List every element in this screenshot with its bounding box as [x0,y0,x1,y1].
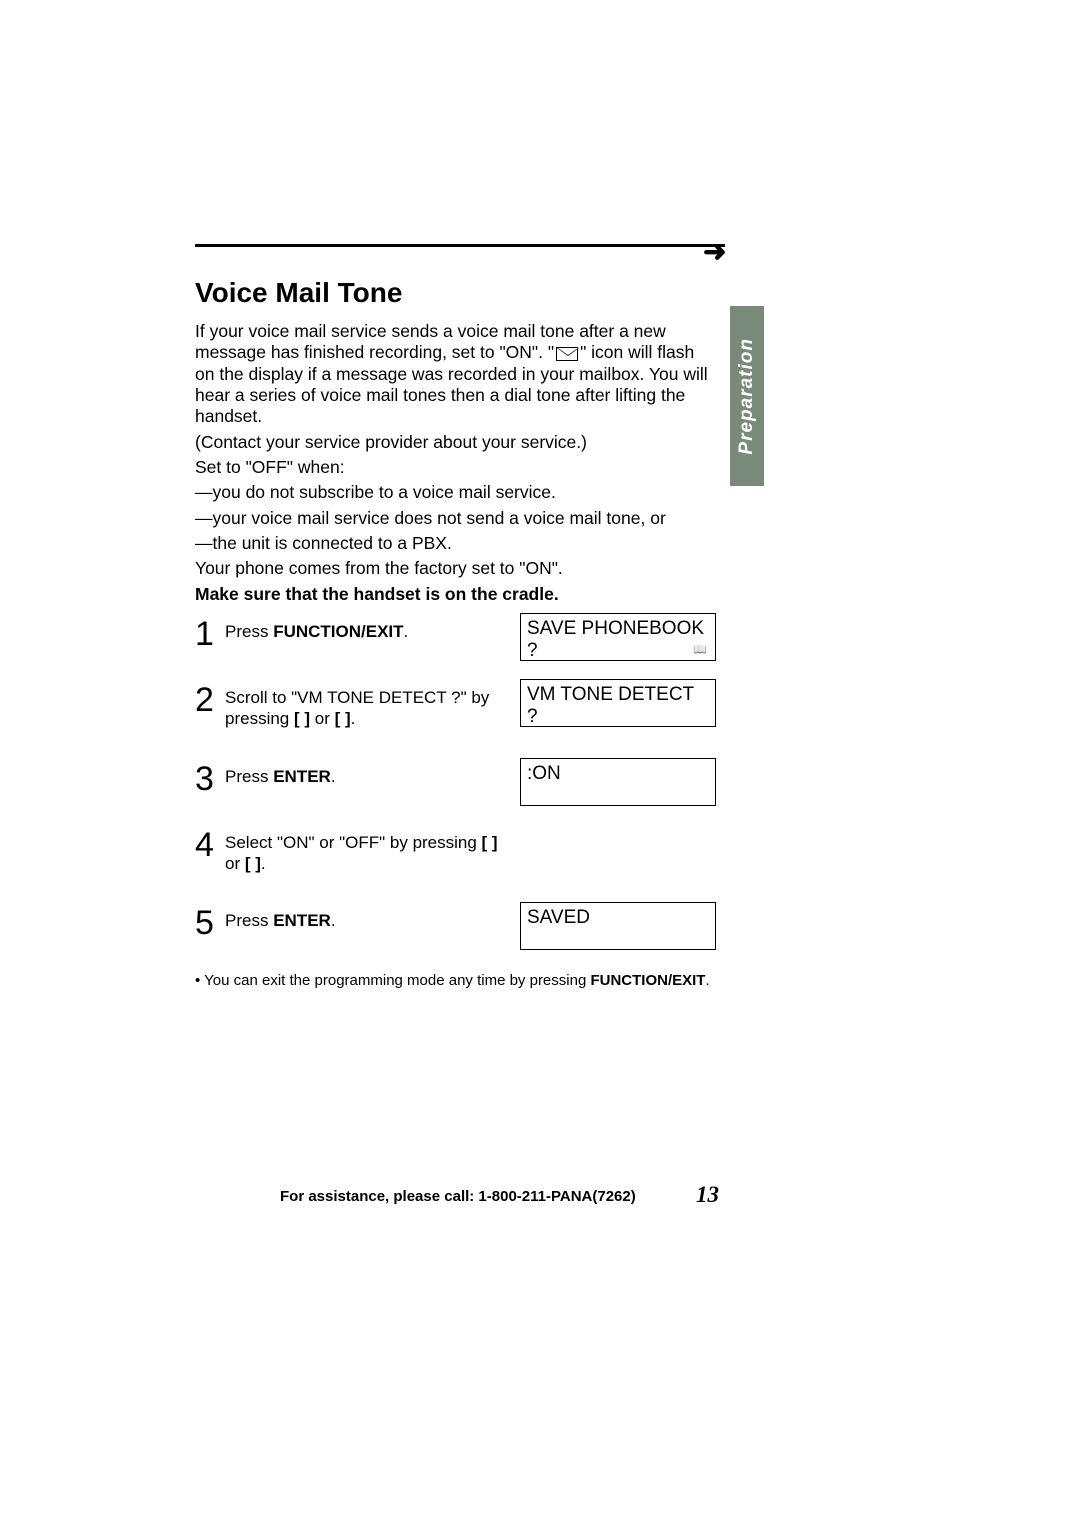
intro-paragraph-2: (Contact your service provider about you… [195,432,715,453]
intro-bullet-1: —you do not subscribe to a voice mail se… [195,482,715,503]
step-text-part: Press [225,622,273,641]
lcd-text: VM TONE DETECT ? [527,684,694,727]
intro-paragraph-3: Set to "OFF" when: [195,457,715,478]
lcd-display: SAVED [520,902,716,950]
step-3: 3 Press ENTER. :ON [195,762,715,796]
step-text-bold: ENTER [273,767,331,786]
section-tab: Preparation [730,306,764,486]
step-text-bold: [ ] [294,709,310,728]
step-text-part: . [331,911,336,930]
step-text: Select "ON" or "OFF" by pressing [ ] or … [225,828,505,875]
note-text: • You can exit the programming mode any … [195,972,590,989]
step-text-part: Press [225,767,273,786]
lcd-display: SAVE PHONEBOOK ? 📖 [520,613,716,661]
step-text-bold: [ ] [335,709,351,728]
step-text-part: Press [225,911,273,930]
assistance-footer: For assistance, please call: 1-800-211-P… [280,1188,636,1205]
section-tab-label: Preparation [736,338,758,455]
step-text: Press ENTER. [225,906,505,931]
lcd-text: :ON [527,763,561,784]
continue-arrow-icon: ➜ [703,235,726,268]
step-text-bold: [ ] [245,854,261,873]
lcd-display: :ON [520,758,716,806]
step-text-part: Scroll to "VM TONE DETECT ?" by pressing [225,688,489,728]
step-number: 4 [195,828,225,862]
step-text-part: . [261,854,266,873]
lcd-text: SAVE PHONEBOOK ? [527,618,704,661]
intro-bullet-2: —your voice mail service does not send a… [195,508,715,529]
step-4: 4 Select "ON" or "OFF" by pressing [ ] o… [195,828,715,875]
step-text-part: . [351,709,356,728]
step-text-bold: ENTER [273,911,331,930]
steps-list: 1 Press FUNCTION/EXIT. SAVE PHONEBOOK ? … [195,617,715,940]
step-text: Press FUNCTION/EXIT. [225,617,505,642]
footnote: • You can exit the programming mode any … [195,972,715,989]
intro-paragraph-1: If your voice mail service sends a voice… [195,321,715,428]
lcd-display: VM TONE DETECT ? [520,679,716,727]
step-text: Press ENTER. [225,762,505,787]
step-text-bold: [ ] [482,833,498,852]
step-5: 5 Press ENTER. SAVED [195,906,715,940]
page-title: Voice Mail Tone [195,277,715,309]
step-number: 3 [195,762,225,796]
intro-paragraph-4: Your phone comes from the factory set to… [195,558,715,579]
step-text-part: . [404,622,409,641]
envelope-icon [556,347,578,361]
step-text: Scroll to "VM TONE DETECT ?" by pressing… [225,683,505,730]
step-text-part: . [331,767,336,786]
step-text-part: or [310,709,335,728]
step-number: 1 [195,617,225,651]
step-number: 2 [195,683,225,717]
page-number: 13 [696,1182,719,1208]
step-text-part: or [225,854,245,873]
step-text-part: Select "ON" or "OFF" by pressing [225,833,482,852]
top-rule [195,244,725,247]
step-text-bold: FUNCTION/EXIT [273,622,403,641]
intro-bullet-3: —the unit is connected to a PBX. [195,533,715,554]
book-icon: 📖 [693,643,707,656]
step-number: 5 [195,906,225,940]
intro-paragraph-5: Make sure that the handset is on the cra… [195,584,715,605]
step-1: 1 Press FUNCTION/EXIT. SAVE PHONEBOOK ? … [195,617,715,651]
note-bold: FUNCTION/EXIT [590,972,705,989]
note-text: . [705,972,709,989]
step-2: 2 Scroll to "VM TONE DETECT ?" by pressi… [195,683,715,730]
lcd-text: SAVED [527,907,590,928]
